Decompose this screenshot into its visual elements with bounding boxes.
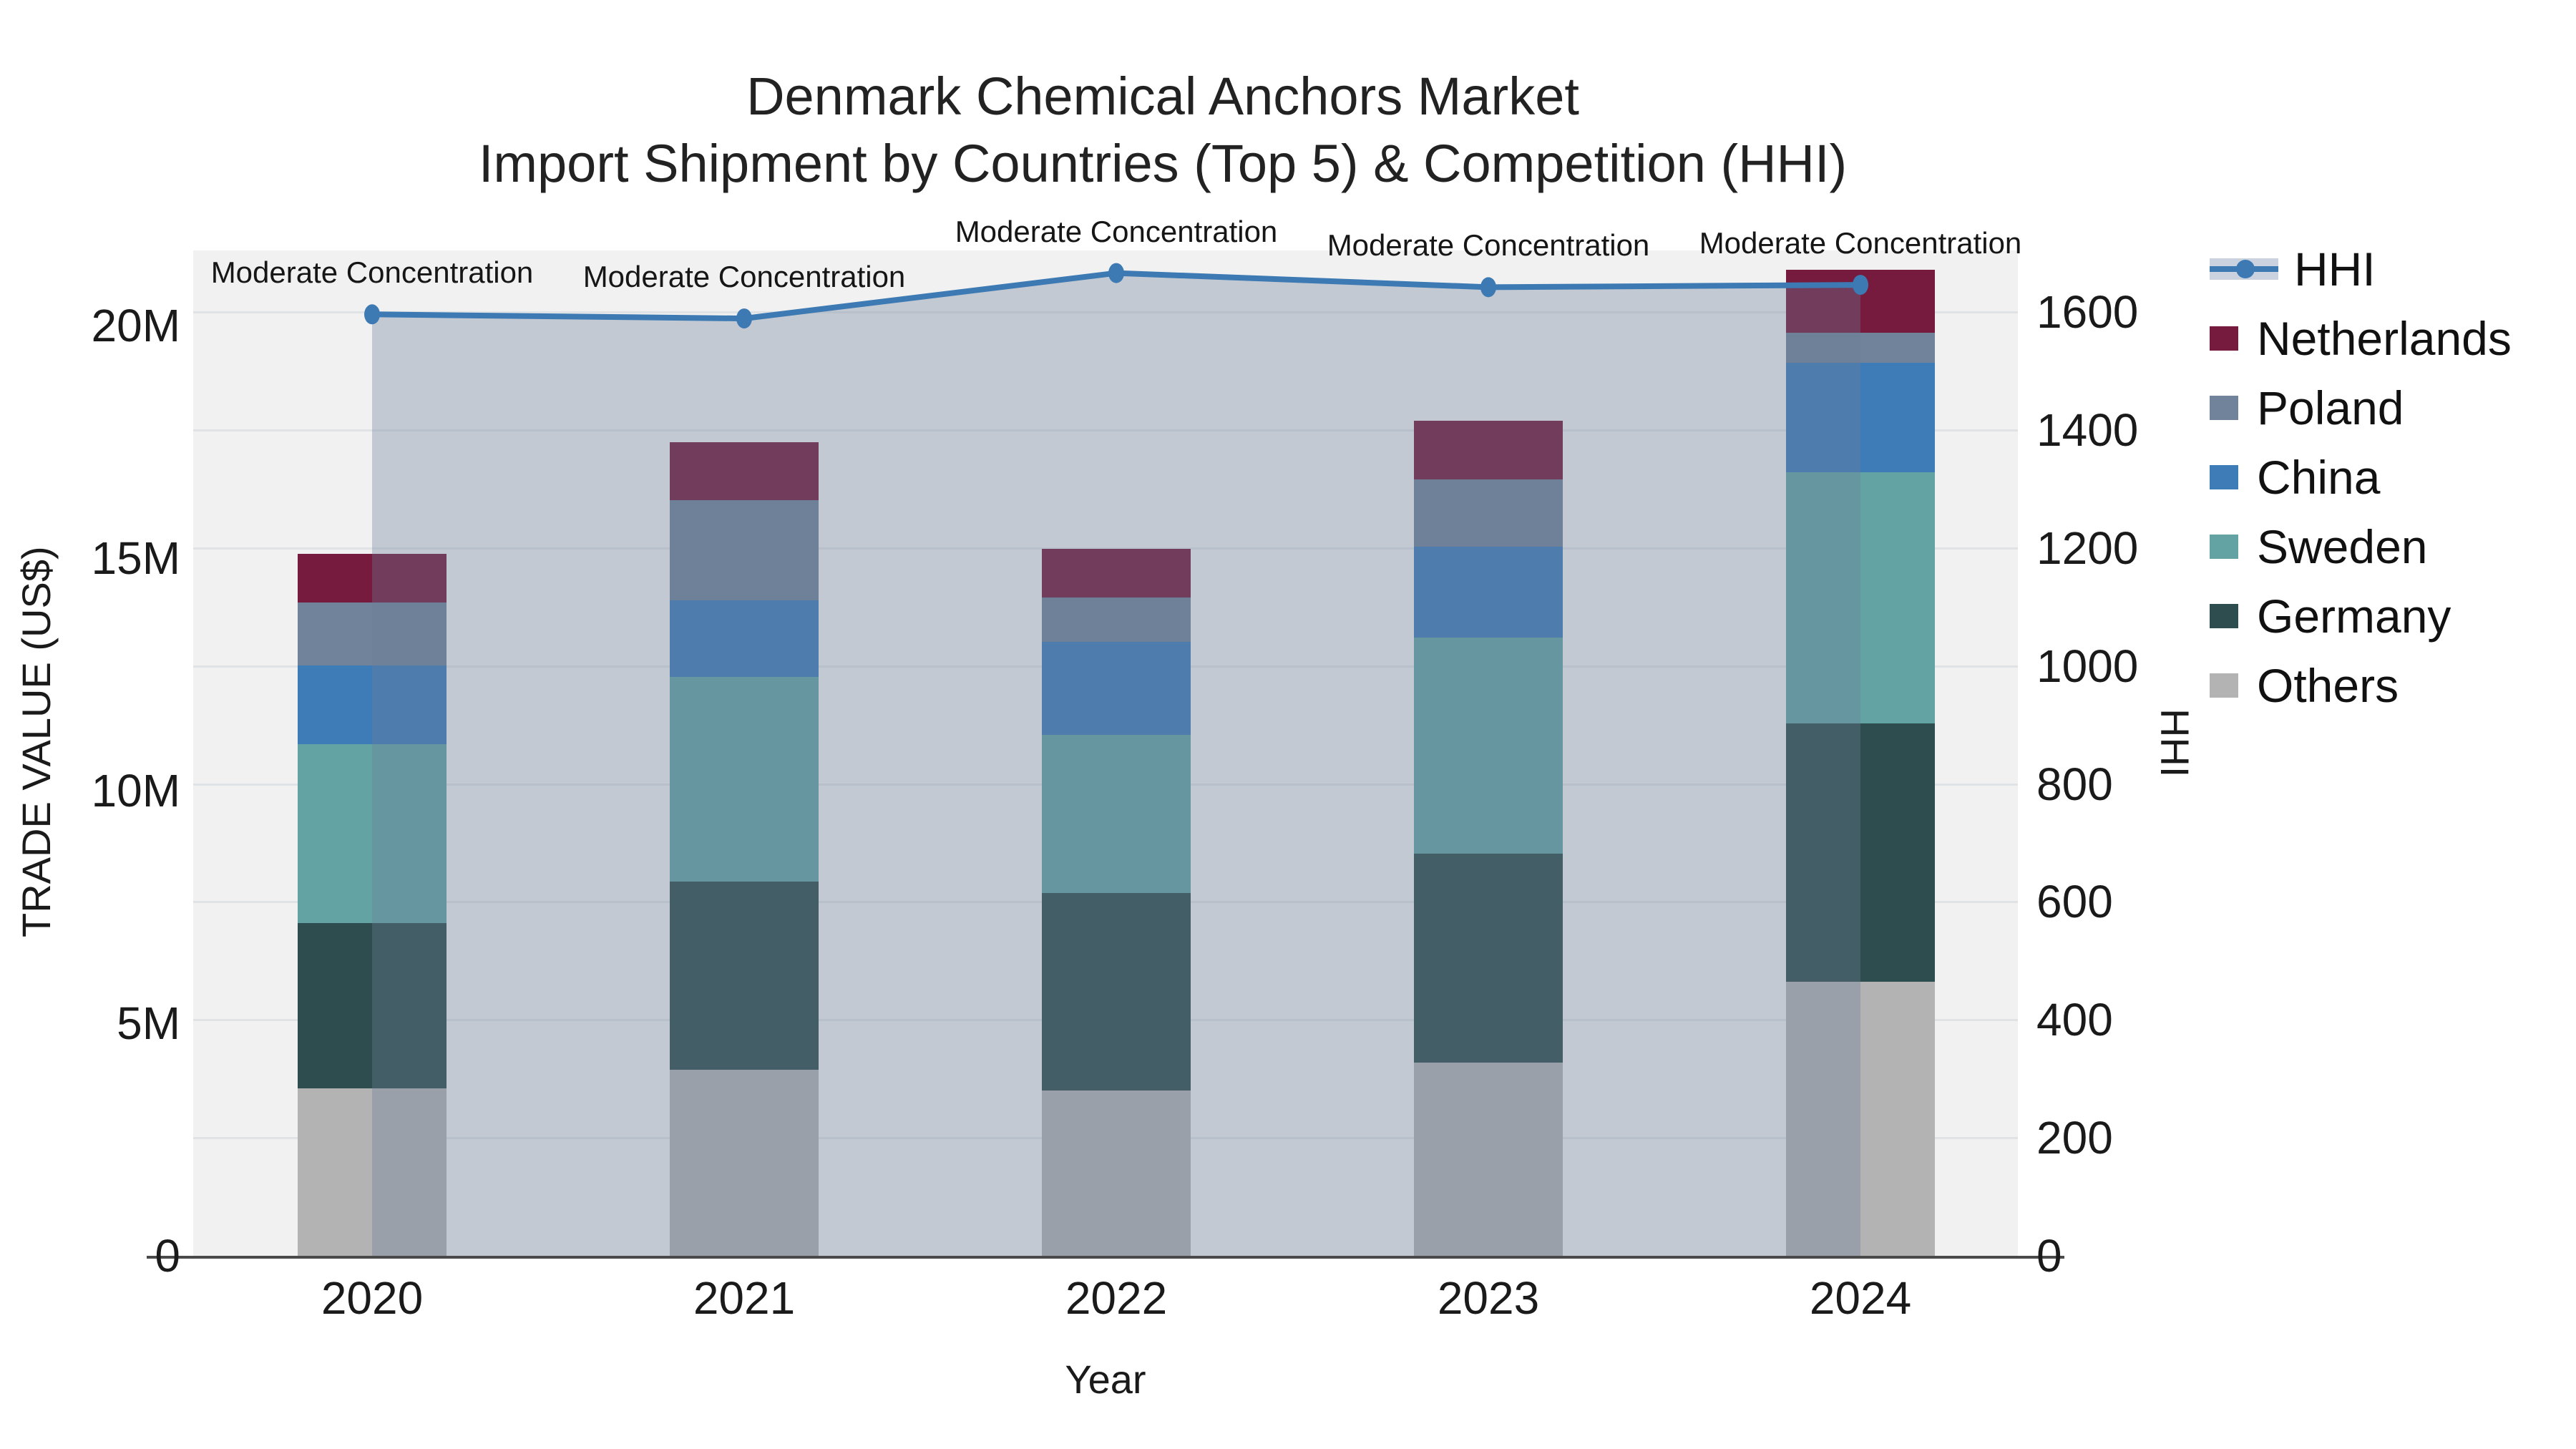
bar-2021-poland[interactable] bbox=[670, 499, 819, 600]
legend-label: Sweden bbox=[2257, 519, 2428, 573]
y-right-tick-1400: 1400 bbox=[2036, 404, 2139, 456]
annotation-2020: Moderate Concentration bbox=[210, 255, 534, 290]
chart-title-line1: Denmark Chemical Anchors Market bbox=[746, 67, 1579, 126]
legend-label: Germany bbox=[2257, 589, 2451, 643]
bar-2021-china[interactable] bbox=[670, 600, 819, 677]
x-tick-2024: 2024 bbox=[1809, 1272, 1912, 1324]
x-tick-2022: 2022 bbox=[1065, 1272, 1168, 1324]
bar-2020-others[interactable] bbox=[298, 1088, 447, 1256]
y-right-tick-800: 800 bbox=[2036, 758, 2113, 810]
bar-2020-poland[interactable] bbox=[298, 602, 447, 665]
bar-2023-sweden[interactable] bbox=[1414, 637, 1563, 854]
legend-swatch-china bbox=[2210, 464, 2238, 489]
legend-item-china[interactable]: China bbox=[2210, 442, 2512, 512]
y-right-tick-0: 0 bbox=[2036, 1230, 2062, 1282]
x-tick-2023: 2023 bbox=[1437, 1272, 1540, 1324]
hhi-marker-2022[interactable] bbox=[1108, 263, 1124, 283]
legend-swatch-sweden bbox=[2210, 534, 2238, 559]
annotation-2022: Moderate Concentration bbox=[955, 214, 1278, 248]
bar-2022-poland[interactable] bbox=[1042, 597, 1191, 642]
legend-item-netherlands[interactable]: Netherlands bbox=[2210, 303, 2512, 373]
bar-2020-germany[interactable] bbox=[298, 923, 447, 1088]
y-right-tick-1200: 1200 bbox=[2036, 522, 2139, 574]
y-left-tick-10M: 10M bbox=[91, 765, 181, 816]
legend-label: Others bbox=[2257, 658, 2399, 712]
hhi-marker-2024[interactable] bbox=[1853, 275, 1868, 296]
gridline bbox=[193, 311, 2018, 313]
legend-item-sweden[interactable]: Sweden bbox=[2210, 512, 2512, 581]
bar-2023-china[interactable] bbox=[1414, 546, 1563, 638]
y-left-tick-0: 0 bbox=[155, 1230, 180, 1282]
x-axis-line bbox=[147, 1256, 2064, 1259]
chart-title: Denmark Chemical Anchors Market Import S… bbox=[0, 63, 2326, 197]
hhi-marker-2020[interactable] bbox=[364, 304, 380, 325]
bar-2024-poland[interactable] bbox=[1786, 332, 1935, 363]
hhi-area-fill bbox=[372, 273, 1860, 1256]
annotation-2021: Moderate Concentration bbox=[582, 260, 906, 294]
bar-2022-china[interactable] bbox=[1042, 642, 1191, 735]
bar-2023-netherlands[interactable] bbox=[1414, 421, 1563, 479]
bar-2020-sweden[interactable] bbox=[298, 744, 447, 924]
annotation-2024: Moderate Concentration bbox=[1699, 226, 2022, 260]
hhi-line-sample-icon bbox=[2210, 258, 2278, 280]
y-left-tick-20M: 20M bbox=[91, 300, 181, 351]
bar-2023-poland[interactable] bbox=[1414, 479, 1563, 547]
bar-2021-germany[interactable] bbox=[670, 881, 819, 1070]
bar-2022-netherlands[interactable] bbox=[1042, 549, 1191, 598]
y-right-tick-1600: 1600 bbox=[2036, 286, 2139, 338]
legend-swatch-germany bbox=[2210, 603, 2238, 628]
bar-2023-others[interactable] bbox=[1414, 1063, 1563, 1256]
legend-label: China bbox=[2257, 450, 2381, 504]
y-right-tick-600: 600 bbox=[2036, 876, 2113, 928]
y-left-tick-5M: 5M bbox=[117, 997, 180, 1049]
chart-title-line2: Import Shipment by Countries (Top 5) & C… bbox=[478, 134, 1848, 193]
annotation-2023: Moderate Concentration bbox=[1327, 228, 1650, 263]
legend-item-germany[interactable]: Germany bbox=[2210, 581, 2512, 650]
legend-swatch-netherlands bbox=[2210, 326, 2238, 351]
bar-2021-sweden[interactable] bbox=[670, 676, 819, 882]
bar-2020-china[interactable] bbox=[298, 665, 447, 744]
legend-swatch-others bbox=[2210, 673, 2238, 698]
gridline bbox=[193, 429, 2018, 431]
bar-2024-germany[interactable] bbox=[1786, 723, 1935, 982]
x-tick-2021: 2021 bbox=[693, 1272, 796, 1324]
hhi-marker-2023[interactable] bbox=[1480, 277, 1496, 298]
legend-item-poland[interactable]: Poland bbox=[2210, 373, 2512, 442]
legend-label: Netherlands bbox=[2257, 311, 2512, 365]
bar-2023-germany[interactable] bbox=[1414, 853, 1563, 1063]
bar-2022-sweden[interactable] bbox=[1042, 735, 1191, 893]
bar-2022-others[interactable] bbox=[1042, 1091, 1191, 1256]
legend-label: HHI bbox=[2294, 242, 2376, 296]
y-right-tick-200: 200 bbox=[2036, 1112, 2113, 1164]
x-tick-2020: 2020 bbox=[321, 1272, 424, 1324]
gridline bbox=[193, 547, 2018, 550]
bar-2024-others[interactable] bbox=[1786, 981, 1935, 1256]
bar-2020-netherlands[interactable] bbox=[298, 553, 447, 602]
y-left-axis-title: TRADE VALUE (US$) bbox=[14, 546, 59, 937]
legend: HHI Netherlands Poland China Sweden Germany Ot… bbox=[2210, 234, 2512, 720]
bar-2024-china[interactable] bbox=[1786, 363, 1935, 472]
legend-label: Poland bbox=[2257, 381, 2404, 434]
y-right-axis-title: HHI bbox=[2152, 708, 2197, 778]
bar-2021-others[interactable] bbox=[670, 1070, 819, 1256]
legend-item-others[interactable]: Others bbox=[2210, 650, 2512, 720]
legend-swatch-poland bbox=[2210, 395, 2238, 420]
bar-2021-netherlands[interactable] bbox=[670, 441, 819, 500]
y-left-tick-15M: 15M bbox=[91, 532, 181, 584]
legend-item-hhi[interactable]: HHI bbox=[2210, 234, 2512, 303]
y-right-tick-1000: 1000 bbox=[2036, 640, 2139, 692]
bar-2022-germany[interactable] bbox=[1042, 893, 1191, 1091]
hhi-marker-2021[interactable] bbox=[736, 308, 752, 329]
x-axis-title: Year bbox=[1065, 1357, 1146, 1402]
y-right-tick-400: 400 bbox=[2036, 994, 2113, 1046]
bar-2024-sweden[interactable] bbox=[1786, 472, 1935, 723]
